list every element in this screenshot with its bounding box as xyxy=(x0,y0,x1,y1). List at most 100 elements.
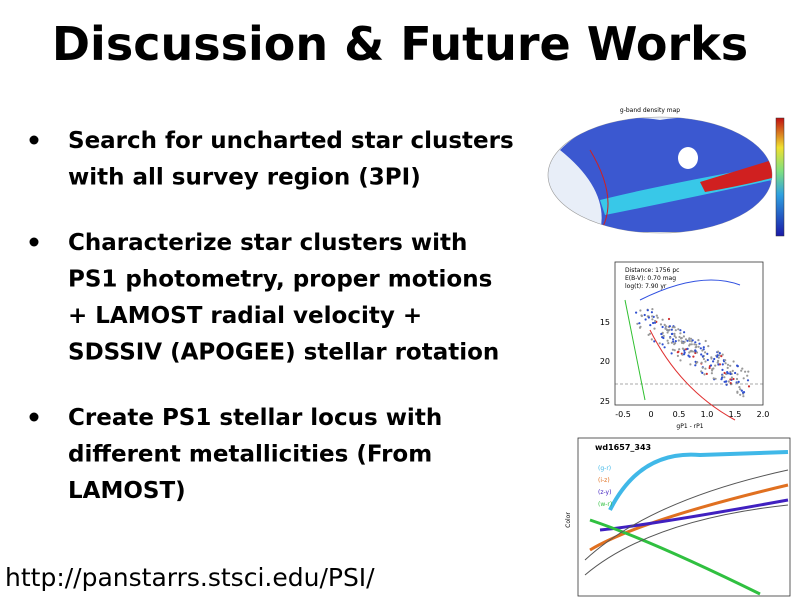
star-point xyxy=(742,377,745,380)
star-point xyxy=(643,313,646,317)
star-point xyxy=(677,328,680,331)
tick-label: 0.5 xyxy=(673,410,686,419)
star-point xyxy=(739,388,742,391)
star-point xyxy=(699,347,702,350)
sky-band-red xyxy=(700,160,772,192)
star-point xyxy=(718,352,721,355)
star-point xyxy=(726,363,730,366)
star-point xyxy=(677,339,680,342)
star-point xyxy=(680,340,683,343)
star-point xyxy=(716,354,719,357)
star-point xyxy=(661,343,664,346)
star-point xyxy=(639,309,642,312)
star-point xyxy=(683,349,686,352)
track xyxy=(639,279,741,301)
star-point xyxy=(726,366,729,369)
star-point xyxy=(670,328,673,331)
star-point xyxy=(653,327,656,330)
cmd-points xyxy=(635,308,751,398)
star-point xyxy=(710,356,713,359)
star-point xyxy=(652,321,655,325)
bullet-text: PS1 photometry, proper motions xyxy=(68,267,492,293)
star-point xyxy=(664,325,668,328)
bullet-text: Create PS1 stellar locus with xyxy=(68,405,442,431)
bullet-text: Search for uncharted star clusters xyxy=(68,128,514,154)
star-point xyxy=(740,369,743,372)
star-point xyxy=(739,393,742,396)
tick-label: 0 xyxy=(648,410,653,419)
tick-label: 20 xyxy=(600,357,610,366)
star-point xyxy=(636,322,639,325)
star-point xyxy=(646,309,649,312)
star-point xyxy=(673,349,676,352)
star-point xyxy=(668,328,671,331)
star-point xyxy=(647,316,651,319)
figure-title: wd1657_343 xyxy=(595,443,651,452)
star-point xyxy=(704,339,707,343)
bullet-text: + LAMOST radial velocity + xyxy=(68,303,422,329)
star-point xyxy=(736,391,739,394)
star-point xyxy=(649,324,652,327)
star-point xyxy=(644,318,647,321)
legend-entry: (g-r) xyxy=(598,465,611,472)
legend-entry: (z-y) xyxy=(598,489,611,496)
star-point xyxy=(677,350,680,353)
star-point xyxy=(661,325,664,329)
star-point xyxy=(697,339,700,342)
y-label: Color xyxy=(565,512,572,528)
star-point xyxy=(729,364,732,367)
tick-label: 1.5 xyxy=(729,410,742,419)
info: Distance: 1756 pc xyxy=(625,267,679,274)
model-line xyxy=(584,504,789,576)
star-point xyxy=(718,354,721,357)
star-point xyxy=(732,360,735,363)
star-point xyxy=(721,368,724,371)
star-point xyxy=(658,342,661,345)
star-point xyxy=(674,340,677,343)
model-line xyxy=(584,469,789,561)
bullet-dot xyxy=(29,135,39,145)
locus-plot: wd1657_343 Color (g-r) (i-z) (z-y) (w-r) xyxy=(565,437,791,597)
star-point xyxy=(638,326,642,329)
star-point xyxy=(721,353,724,356)
star-point xyxy=(744,370,747,373)
star-point xyxy=(724,362,727,365)
star-point xyxy=(676,354,680,357)
star-point xyxy=(736,364,739,367)
star-point xyxy=(655,314,658,317)
figure-title: g-band density map xyxy=(620,107,680,114)
star-point xyxy=(669,336,672,339)
star-point xyxy=(712,367,715,370)
bullet-list: Search for uncharted star clusters with a… xyxy=(29,128,514,504)
star-point xyxy=(695,343,698,346)
star-point xyxy=(694,341,697,344)
star-point xyxy=(688,343,692,346)
star-point xyxy=(701,349,704,352)
star-point xyxy=(683,331,686,334)
star-point xyxy=(701,366,704,369)
star-point xyxy=(729,372,732,375)
star-point xyxy=(700,353,703,356)
star-point xyxy=(683,351,686,354)
star-point xyxy=(708,366,711,370)
star-point xyxy=(664,327,667,330)
star-point xyxy=(729,382,732,385)
star-point xyxy=(659,323,663,326)
star-point xyxy=(704,351,707,354)
star-point xyxy=(650,338,653,341)
footer-url: http://panstarrs.stsci.edu/PSI/ xyxy=(5,563,375,592)
bullet-text: with all survey region (3PI) xyxy=(68,165,421,191)
star-point xyxy=(706,352,709,355)
star-point xyxy=(673,326,676,329)
star-point xyxy=(678,335,681,339)
star-point xyxy=(741,367,744,370)
star-point xyxy=(673,343,676,346)
star-point xyxy=(714,377,717,380)
star-point xyxy=(666,328,669,331)
star-point xyxy=(694,364,697,367)
colorbar xyxy=(775,117,785,237)
star-point xyxy=(671,326,674,329)
star-point xyxy=(650,311,654,314)
bullet-text: LAMOST) xyxy=(68,478,186,504)
star-point xyxy=(648,332,652,335)
